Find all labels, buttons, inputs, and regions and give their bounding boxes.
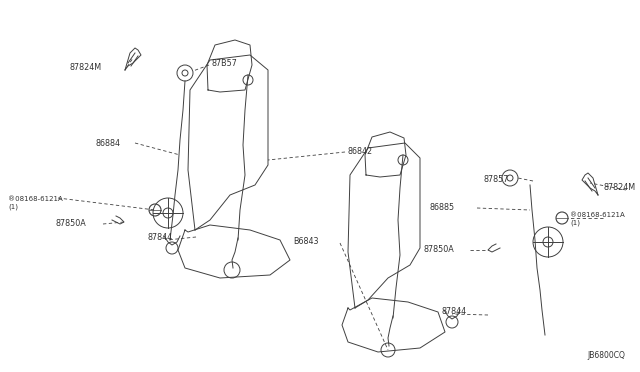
- Text: 87824M: 87824M: [603, 183, 635, 192]
- Text: 87857: 87857: [484, 174, 509, 183]
- Text: 87844: 87844: [148, 232, 173, 241]
- Text: ®08168-6121A
(1): ®08168-6121A (1): [570, 212, 625, 226]
- Text: 87B57: 87B57: [212, 58, 238, 67]
- Text: ®08168-6121A
(1): ®08168-6121A (1): [8, 196, 63, 210]
- Text: 87844: 87844: [442, 308, 467, 317]
- Text: 86842: 86842: [348, 148, 373, 157]
- Text: JB6800CQ: JB6800CQ: [587, 351, 625, 360]
- Text: 86885: 86885: [430, 202, 455, 212]
- Text: 87850A: 87850A: [424, 244, 455, 253]
- Text: 87850A: 87850A: [55, 219, 86, 228]
- Text: B6843: B6843: [293, 237, 319, 246]
- Text: 87824M: 87824M: [70, 62, 102, 71]
- Text: 86884: 86884: [95, 138, 120, 148]
